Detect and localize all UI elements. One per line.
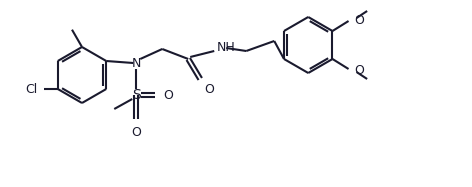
Text: S: S [132,88,141,102]
Text: O: O [354,13,364,27]
Text: NH: NH [217,41,236,53]
Text: N: N [132,56,141,70]
Text: O: O [163,88,173,102]
Text: Cl: Cl [25,82,38,96]
Text: O: O [204,83,214,96]
Text: O: O [354,64,364,76]
Text: O: O [131,126,141,139]
